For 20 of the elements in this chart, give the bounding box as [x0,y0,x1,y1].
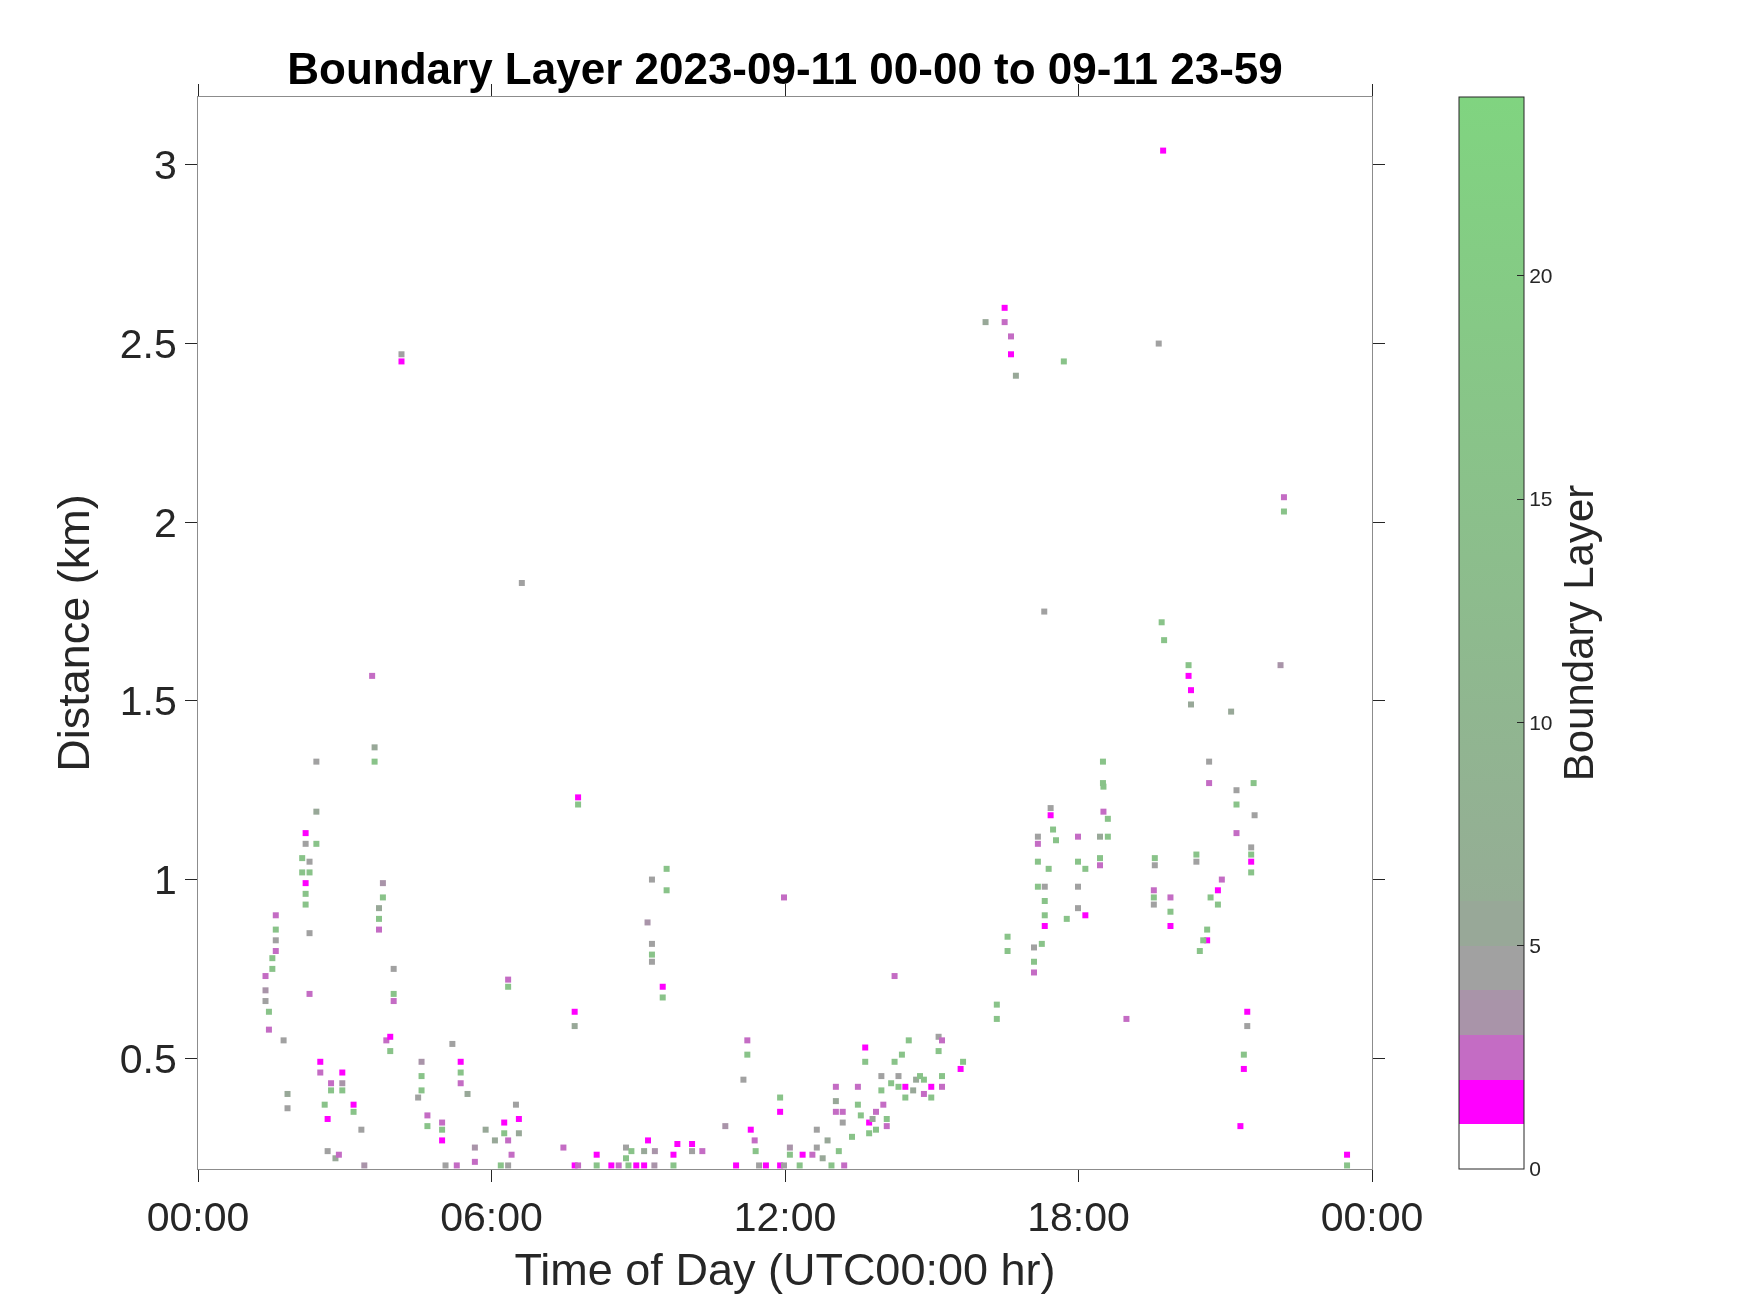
y-tick-label: 1.5 [119,678,177,725]
y-axis-title: Distance (km) [47,494,99,772]
y-tick-label: 3 [153,142,177,189]
x-tick-label: 18:00 [1027,1194,1130,1241]
color-bar-label: 5 [1529,934,1541,958]
color-bar-label: 0 [1529,1157,1541,1181]
color-bar-label: 20 [1529,264,1553,288]
color-bar-title: Boundary Layer [1554,484,1602,782]
color-bar-label: 15 [1529,487,1553,511]
x-tick-label: 00:00 [1320,1194,1424,1241]
color-bar-label: 10 [1529,710,1553,734]
x-tick-label: 12:00 [733,1194,837,1241]
x-tick-label: 00:00 [146,1194,250,1241]
y-tick-label: 2.5 [119,320,177,367]
y-tick-label: 0.5 [119,1035,177,1082]
y-tick-label: 1 [153,856,177,903]
chart-title: Boundary Layer 2023-09-11 00-00 to 09-11 23-59 [287,44,1283,94]
x-tick-label: 06:00 [440,1194,543,1241]
y-tick-label: 2 [153,499,177,546]
x-axis-title: Time of Day (UTC00:00 hr) [514,1244,1056,1296]
